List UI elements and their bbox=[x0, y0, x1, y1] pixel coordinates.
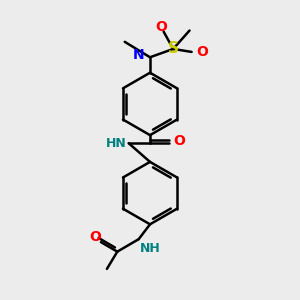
Text: NH: NH bbox=[140, 242, 161, 255]
Text: O: O bbox=[155, 20, 167, 34]
Text: HN: HN bbox=[106, 137, 127, 150]
Text: O: O bbox=[173, 134, 185, 148]
Text: O: O bbox=[196, 45, 208, 59]
Text: O: O bbox=[90, 230, 101, 244]
Text: S: S bbox=[168, 41, 179, 56]
Text: N: N bbox=[133, 49, 145, 62]
